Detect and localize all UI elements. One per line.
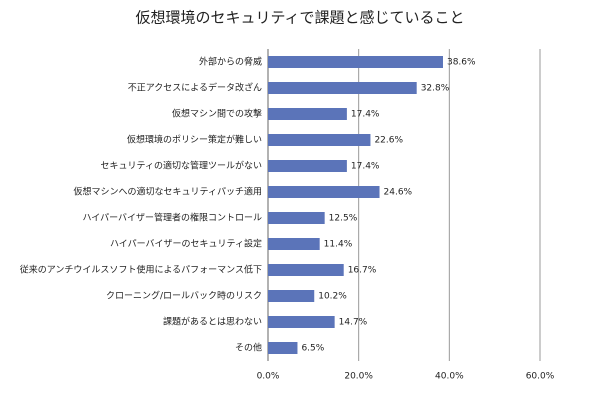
bar bbox=[268, 342, 298, 354]
y-tick-label: 不正アクセスによるデータ改ざん bbox=[128, 82, 262, 94]
bar bbox=[268, 82, 417, 94]
bar bbox=[268, 186, 380, 198]
bar bbox=[268, 160, 347, 172]
value-label: 17.4% bbox=[351, 110, 380, 120]
x-tick-label: 0.0% bbox=[257, 372, 280, 382]
chart-title: 仮想環境のセキュリティで課題と感じていること bbox=[135, 9, 464, 27]
y-tick-label: クローニング/ロールバック時のリスク bbox=[106, 290, 262, 302]
value-label: 17.4% bbox=[351, 162, 380, 172]
value-label: 11.4% bbox=[324, 240, 353, 250]
x-tick-label: 60.0% bbox=[526, 372, 555, 382]
y-tick-label: ハイパーバイザーのセキュリティ設定 bbox=[110, 238, 262, 250]
bar bbox=[268, 108, 347, 120]
bar bbox=[268, 134, 371, 146]
value-label: 16.7% bbox=[348, 266, 377, 276]
bar bbox=[268, 264, 344, 276]
y-tick-label: 仮想マシンへの適切なセキュリティパッチ適用 bbox=[74, 186, 262, 198]
value-label: 6.5% bbox=[301, 344, 324, 354]
value-label: 24.6% bbox=[384, 188, 413, 198]
y-tick-label: 課題があるとは思わない bbox=[163, 316, 262, 328]
bar bbox=[268, 290, 315, 302]
value-label: 38.6% bbox=[447, 58, 476, 68]
bar bbox=[268, 316, 335, 328]
y-tick-label: セキュリティの適切な管理ツールがない bbox=[101, 160, 262, 172]
value-label: 10.2% bbox=[318, 292, 347, 302]
y-tick-label: 外部からの脅威 bbox=[199, 56, 262, 68]
x-tick-label: 20.0% bbox=[344, 372, 373, 382]
bar bbox=[268, 56, 443, 68]
x-tick-label: 40.0% bbox=[435, 372, 464, 382]
bar bbox=[268, 238, 320, 250]
bar bbox=[268, 212, 325, 224]
value-label: 22.6% bbox=[374, 136, 403, 146]
y-tick-label: 仮想マシン間での攻撃 bbox=[172, 108, 262, 120]
value-label: 32.8% bbox=[421, 84, 450, 94]
y-tick-label: その他 bbox=[235, 342, 262, 354]
y-tick-label: 仮想環境のポリシー策定が難しい bbox=[127, 134, 262, 146]
value-label: 12.5% bbox=[329, 214, 358, 224]
value-label: 14.7% bbox=[339, 318, 368, 328]
y-tick-label: 従来のアンチウイルスソフト使用によるパフォーマンス低下 bbox=[20, 264, 262, 276]
y-tick-label: ハイパーバイザー管理者の権限コントロール bbox=[82, 212, 262, 224]
